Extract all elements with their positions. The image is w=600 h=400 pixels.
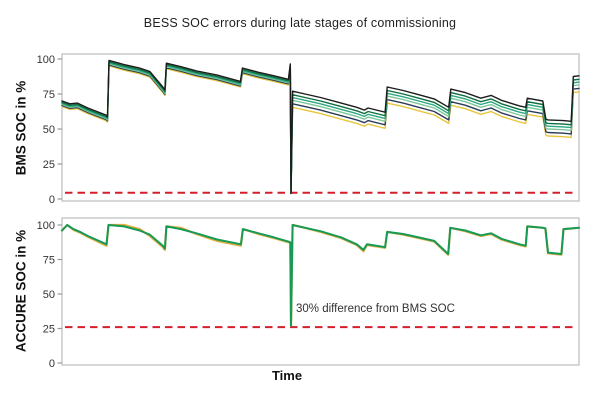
series-line-dark-navy: [61, 64, 580, 195]
series-line-black: [61, 59, 580, 195]
y-tick-label: 50: [43, 289, 55, 301]
x-axis-label: Time: [271, 368, 303, 383]
series-line-light-green: [61, 63, 580, 195]
plot-frame: [61, 53, 580, 202]
series-line-teal: [61, 62, 580, 195]
y-tick-label: 0: [49, 194, 55, 206]
y-tick-label: 25: [43, 159, 55, 171]
y-tick-label: 50: [43, 124, 55, 136]
plot-accure: 0 25 50 75 100: [37, 217, 581, 370]
y-tick-label: 75: [43, 89, 55, 101]
y-tick-label: 75: [43, 254, 55, 266]
difference-annotation: 30% difference from BMS SOC: [296, 303, 455, 315]
y-tick-label: 0: [49, 358, 55, 370]
series-line-dark-green: [61, 61, 580, 195]
plot-frame: [61, 217, 580, 366]
y-tick-label: 25: [43, 323, 55, 335]
plot-bms: 0 25 50 75 100: [37, 53, 580, 206]
chart-title: BESS SOC errors during late stages of co…: [143, 16, 457, 30]
series-line-yellow: [60, 223, 581, 327]
series-line-yellow: [61, 65, 580, 195]
y-tick-label: 100: [37, 220, 55, 232]
y-tick-label: 100: [37, 54, 55, 66]
series-line-green: [61, 224, 580, 327]
